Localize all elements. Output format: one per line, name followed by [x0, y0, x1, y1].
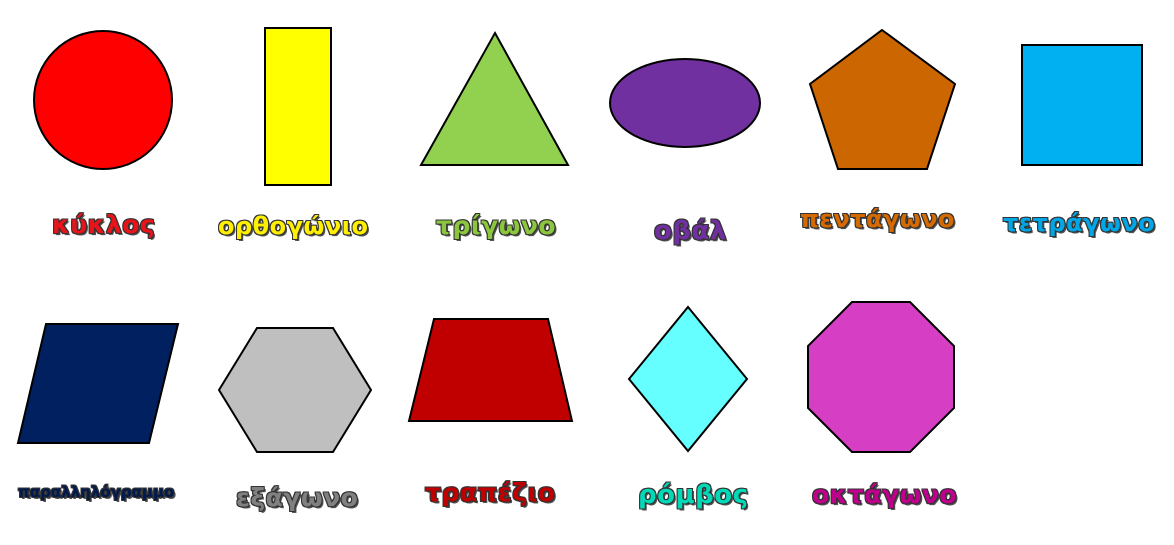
circle-label: κύκλος — [52, 210, 156, 239]
circle-shape — [33, 30, 173, 170]
rectangle-shape — [264, 27, 332, 186]
parallelogram-shape — [16, 323, 180, 444]
triangle-shape — [419, 30, 570, 166]
triangle-label: τρίγωνο — [436, 211, 557, 240]
octagon-shape — [807, 301, 955, 453]
oval-label: οβάλ — [654, 216, 727, 246]
trapezoid-shape — [407, 318, 574, 422]
oval-shape — [609, 58, 761, 148]
rhombus-label: ρόμβος — [638, 480, 749, 510]
octagon-label: οκτάγωνο — [812, 480, 958, 509]
pentagon-shape — [808, 28, 957, 170]
parallelogram-label: παραλληλόγραμμο — [18, 483, 175, 501]
square-shape — [1021, 44, 1143, 166]
trapezoid-label: τραπέζιο — [425, 478, 556, 507]
square-label: τετράγωνο — [1003, 209, 1156, 237]
rectangle-label: ορθογώνιο — [218, 212, 369, 240]
rhombus-shape — [627, 305, 749, 453]
hexagon-shape — [217, 327, 373, 453]
pentagon-label: πεντάγωνο — [800, 205, 956, 233]
hexagon-label: εξάγωνο — [236, 483, 359, 512]
